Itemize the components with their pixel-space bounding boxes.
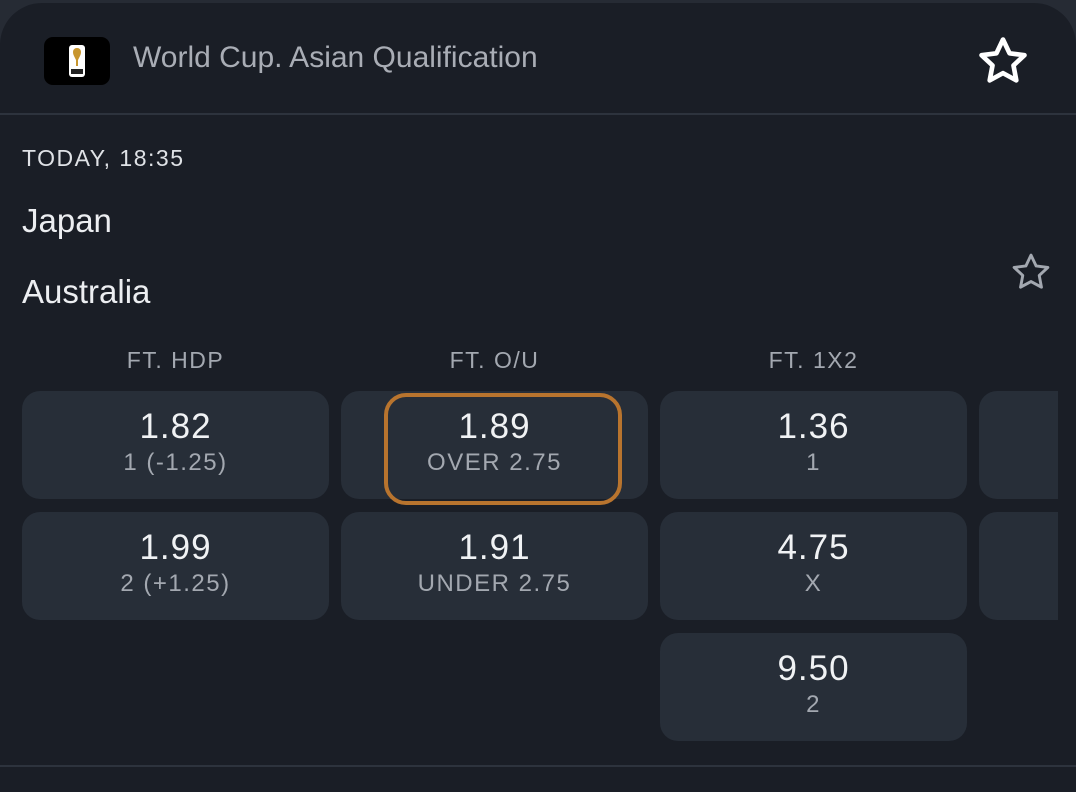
favorite-competition-star-icon[interactable] <box>975 33 1031 94</box>
odds-button-hdp-home[interactable]: 1.82 1 (-1.25) <box>22 391 329 499</box>
market-header-ou: FT. O/U <box>449 347 540 373</box>
odds-button-1x2-home[interactable]: 1.36 1 <box>660 391 967 499</box>
competition-logo <box>44 37 110 85</box>
competition-title: World Cup. Asian Qualification <box>133 41 538 74</box>
match-panel: World Cup. Asian Qualification TODAY, 18… <box>0 3 1076 792</box>
market-header-1x2: FT. 1X2 <box>768 347 859 373</box>
match-time: TODAY, 18:35 <box>22 145 185 171</box>
odds-button-hdp-away[interactable]: 1.99 2 (+1.25) <box>22 512 329 620</box>
footer-divider <box>0 765 1076 767</box>
odds-label: 2 <box>806 691 821 718</box>
odds-button-under[interactable]: 1.91 UNDER 2.75 <box>341 512 648 620</box>
odds-label: 1 (-1.25) <box>123 449 228 476</box>
odds-value: 9.50 <box>777 649 850 688</box>
odds-label: OVER 2.75 <box>427 449 562 476</box>
favorite-match-star-icon[interactable] <box>1009 250 1053 299</box>
odds-value: 1.36 <box>777 407 850 446</box>
selection-highlight <box>384 393 622 505</box>
header-divider <box>0 113 1076 115</box>
odds-button-1x2-away[interactable]: 9.50 2 <box>660 633 967 741</box>
home-team: Japan <box>22 202 112 239</box>
odds-label: 2 (+1.25) <box>120 570 231 597</box>
odds-value: 1.91 <box>458 528 531 567</box>
odds-value: 1.99 <box>139 528 212 567</box>
odds-value: 1.82 <box>139 407 212 446</box>
odds-label: UNDER 2.75 <box>417 570 572 597</box>
odds-button-clipped[interactable] <box>979 512 1058 620</box>
odds-value: 4.75 <box>777 528 850 567</box>
odds-label: X <box>804 570 823 597</box>
odds-label: 1 <box>806 449 821 476</box>
market-header-hdp: FT. HDP <box>126 347 225 373</box>
odds-value: 1.89 <box>458 407 531 446</box>
odds-button-clipped[interactable] <box>979 391 1058 499</box>
odds-button-1x2-draw[interactable]: 4.75 X <box>660 512 967 620</box>
away-team: Australia <box>22 273 151 310</box>
